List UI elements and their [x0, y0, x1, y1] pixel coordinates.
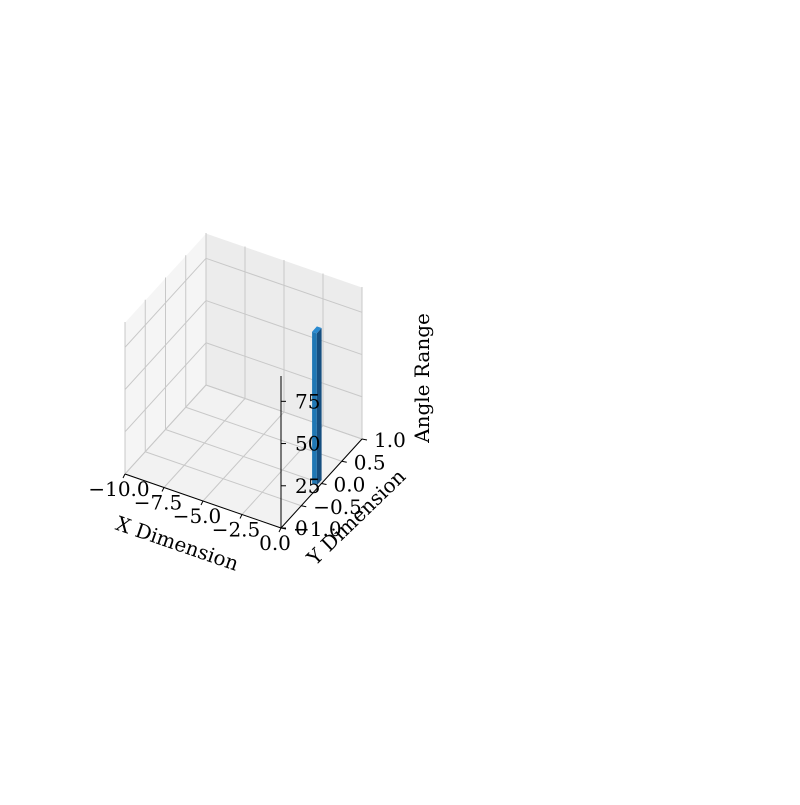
x-tick-mark: [122, 473, 126, 479]
grid-line-z: [205, 257, 363, 313]
x-tick-mark: [161, 487, 165, 492]
y-tick-mark: [321, 483, 327, 485]
y-tick-mark: [361, 438, 368, 441]
tick-labels: −10.0−7.5−5.0−2.50.0−1.0−0.50.00.51.0025…: [88, 389, 405, 555]
x-tick-label: −10.0: [88, 477, 149, 501]
grid-line-z: [205, 342, 363, 398]
grid-line-z: [124, 300, 207, 390]
y-tick-mark: [301, 505, 307, 508]
grid-line-y: [165, 429, 322, 484]
x-tick-label: 0.0: [259, 531, 291, 555]
x-tick-mark: [200, 500, 204, 506]
grid-line-z: [205, 300, 363, 356]
y-tick-mark: [341, 460, 347, 463]
z-axis-label: Angle Range: [410, 313, 434, 444]
bar-series: [312, 326, 322, 486]
bar-side: [316, 328, 322, 486]
z-tick-label: 75: [295, 389, 320, 413]
y-tick-label: 1.0: [374, 428, 406, 452]
z-tick-label: 0: [295, 516, 308, 540]
axis-lines: [122, 376, 368, 533]
grid-line-z: [205, 384, 363, 440]
x-tick-label: −5.0: [173, 504, 222, 528]
grid-line-y: [145, 451, 302, 507]
y-tick-label: −1.0: [293, 517, 342, 541]
grid-line-z: [124, 342, 207, 433]
z-tick-label: 50: [295, 432, 320, 456]
bar-top: [312, 326, 322, 334]
x-tick-mark: [239, 514, 243, 519]
y-tick-label: 0.0: [334, 473, 366, 497]
y-tick-label: −0.5: [313, 495, 362, 519]
y-tick-label: 0.5: [354, 450, 386, 474]
grid-line-z: [124, 257, 207, 348]
x-tick-label: −2.5: [212, 518, 261, 542]
grid-line-z: [124, 384, 207, 475]
x-tick-mark: [278, 527, 282, 533]
z-tick-label: 25: [295, 474, 320, 498]
x-tick-label: −7.5: [134, 491, 183, 515]
bar: [312, 331, 317, 486]
